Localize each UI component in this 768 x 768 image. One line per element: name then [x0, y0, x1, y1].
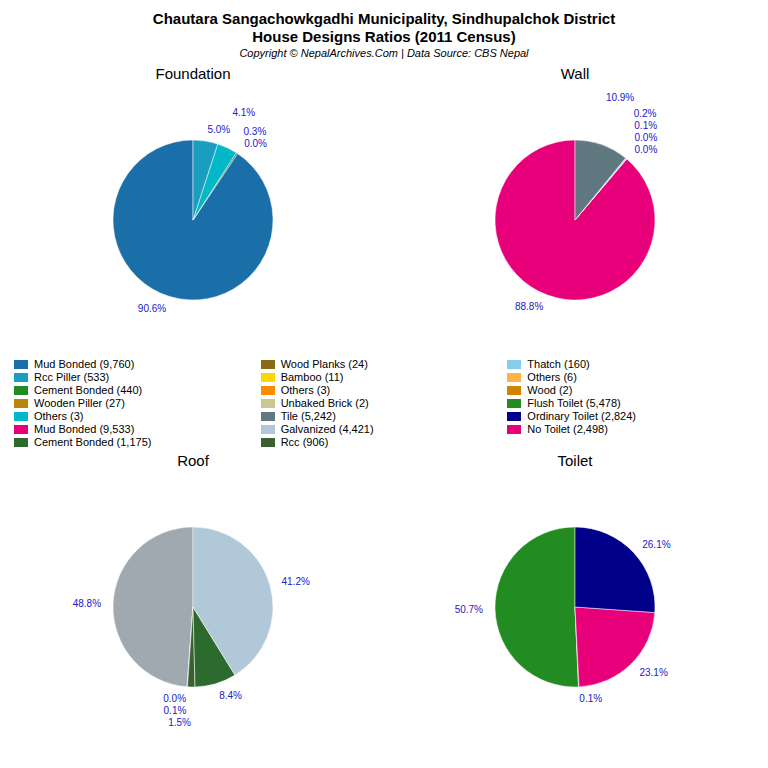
html-text:Galvanized (4,421): Galvanized (4,421) — [280, 423, 374, 435]
svg-text:0.0%: 0.0% — [163, 693, 186, 704]
html-text:Mud Bonded (9,760): Mud Bonded (9,760) — [34, 358, 135, 370]
html-text:House Designs Ratios (2011 Cen: House Designs Ratios (2011 Census) — [252, 28, 516, 45]
html-text:Thatch (160): Thatch (160) — [527, 358, 590, 370]
html-text:Tile (5,242): Tile (5,242) — [280, 410, 336, 422]
svg-text:0.0%: 0.0% — [244, 138, 267, 149]
html-text:Rcc Piller (533): Rcc Piller (533) — [34, 371, 110, 383]
html-text:Bamboo (11): Bamboo (11) — [280, 371, 344, 383]
svg-text:5.0%: 5.0% — [207, 124, 230, 135]
html-text:Unbaked Brick (2): Unbaked Brick (2) — [280, 397, 369, 409]
html-text:Mud Bonded (9,533): Mud Bonded (9,533) — [34, 423, 135, 435]
svg-text:0.0%: 0.0% — [635, 144, 658, 155]
svg-text:0.1%: 0.1% — [164, 705, 187, 716]
svg-text:90.6%: 90.6% — [138, 303, 166, 314]
svg-text:0.1%: 0.1% — [579, 693, 602, 704]
svg-text:0.1%: 0.1% — [634, 120, 657, 131]
html-text:Ordinary Toilet (2,824): Ordinary Toilet (2,824) — [527, 410, 636, 422]
svg-text:88.8%: 88.8% — [515, 301, 543, 312]
svg-text:26.1%: 26.1% — [642, 539, 670, 550]
svg-text:10.9%: 10.9% — [606, 92, 634, 103]
svg-text:23.1%: 23.1% — [639, 667, 667, 678]
html-text:Others (3): Others (3) — [34, 410, 84, 422]
html-text:Flush Toilet (5,478): Flush Toilet (5,478) — [527, 397, 621, 409]
html-text:Copyright © NepalArchives.Com: Copyright © NepalArchives.Com | Data Sou… — [239, 47, 529, 59]
html-text:Cement Bonded (1,175): Cement Bonded (1,175) — [34, 436, 152, 448]
svg-text:41.2%: 41.2% — [282, 576, 310, 587]
svg-text:0.0%: 0.0% — [635, 132, 658, 143]
svg-text:0.3%: 0.3% — [244, 126, 267, 137]
html-text:Roof: Roof — [177, 452, 209, 469]
html-text:Toilet: Toilet — [557, 452, 593, 469]
svg-text:1.5%: 1.5% — [168, 717, 191, 728]
svg-text:8.4%: 8.4% — [219, 690, 242, 701]
svg-text:4.1%: 4.1% — [232, 107, 255, 118]
html-text:Wooden Piller (27): Wooden Piller (27) — [34, 397, 125, 409]
html-text:Others (3): Others (3) — [280, 384, 331, 396]
html-text:Cement Bonded (440): Cement Bonded (440) — [34, 384, 143, 396]
html-text:Foundation: Foundation — [155, 65, 231, 82]
html-text:Chautara Sangachowkgadhi Munic: Chautara Sangachowkgadhi Municipality, S… — [152, 10, 616, 27]
html-text:Rcc (906): Rcc (906) — [280, 436, 329, 448]
svg-text:0.2%: 0.2% — [634, 108, 657, 119]
html-text:Wall: Wall — [560, 65, 590, 82]
svg-text:48.8%: 48.8% — [73, 598, 101, 609]
html-text:Wood Planks (24): Wood Planks (24) — [280, 358, 368, 370]
html-text:Wood (2): Wood (2) — [527, 384, 573, 396]
html-text:No Toilet (2,498): No Toilet (2,498) — [527, 423, 608, 435]
html-text:Others (6): Others (6) — [527, 371, 577, 383]
svg-text:50.7%: 50.7% — [455, 604, 483, 615]
